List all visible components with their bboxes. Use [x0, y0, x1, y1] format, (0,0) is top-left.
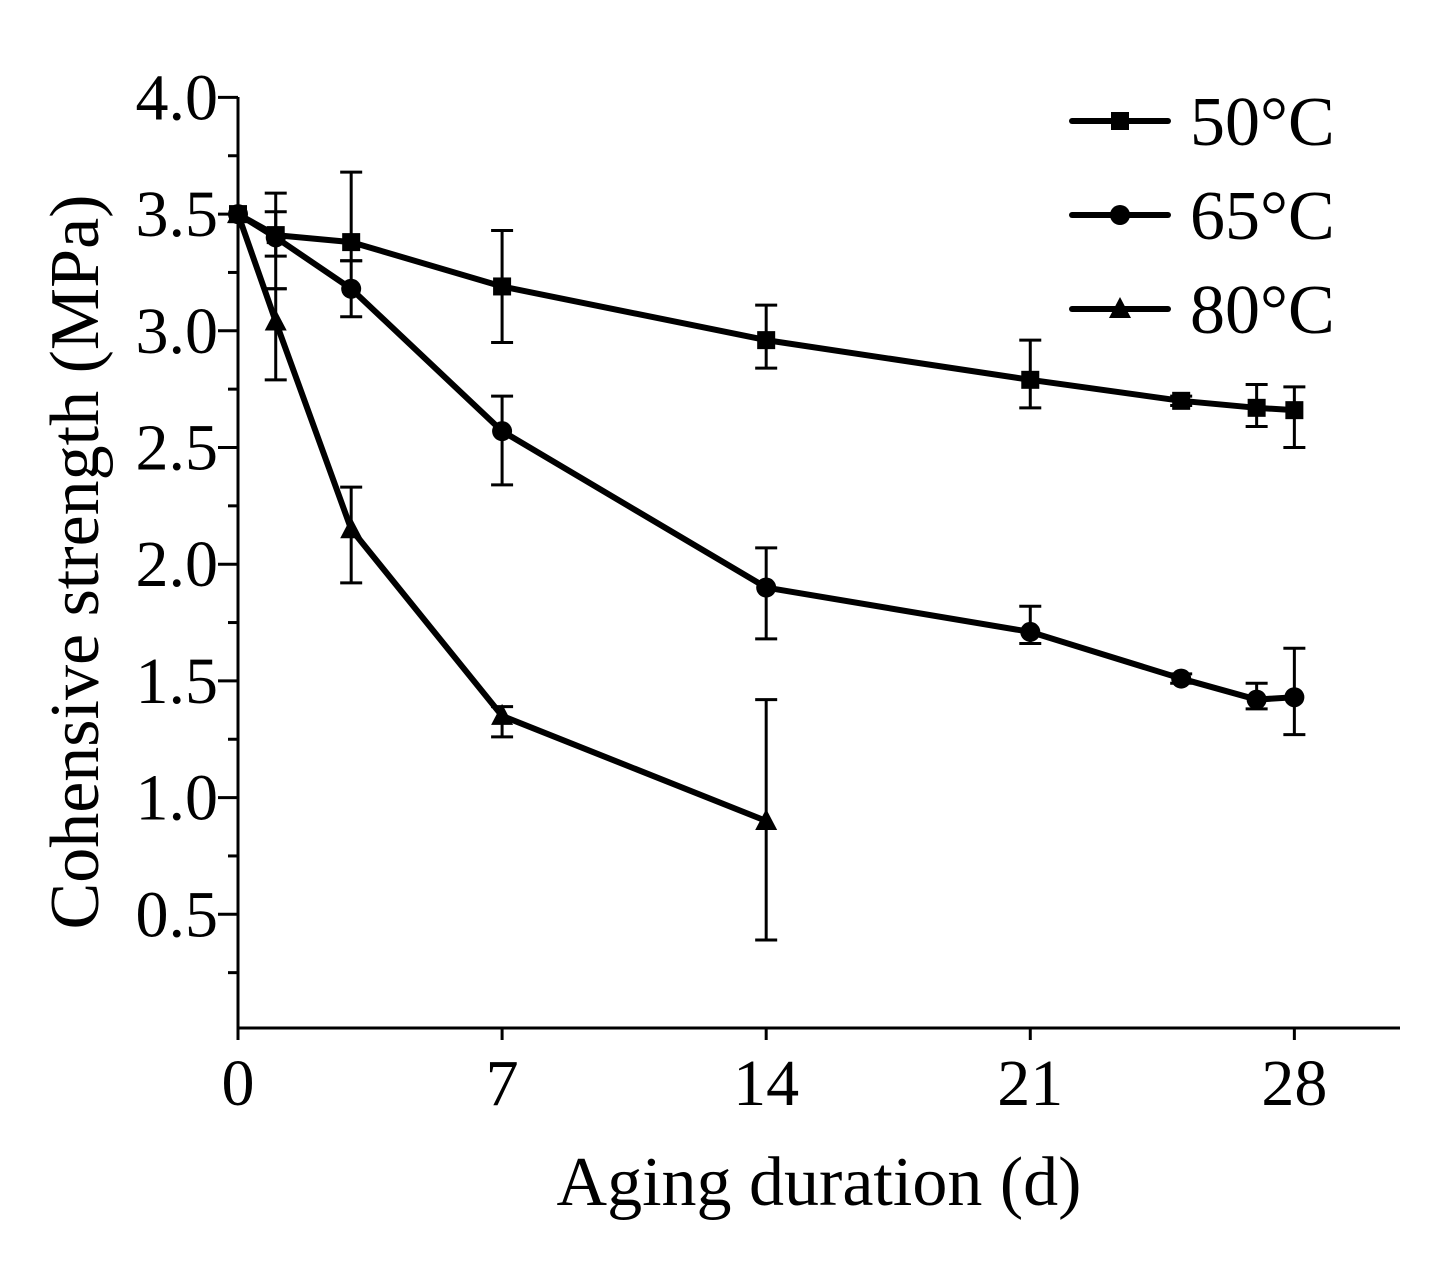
series-50c — [229, 170, 1306, 449]
x-tick-label: 28 — [1261, 1047, 1327, 1120]
marker-triangle — [264, 309, 287, 331]
y-tick-label: 4.0 — [136, 61, 219, 134]
marker-circle — [1246, 689, 1267, 710]
series-80c — [227, 202, 778, 942]
y-tick-label: 3.0 — [136, 295, 219, 368]
marker-triangle — [1109, 297, 1131, 318]
legend: 50°C 65°C 80°C — [1069, 84, 1335, 349]
legend-item: 80°C — [1069, 272, 1335, 349]
legend-item: 50°C — [1069, 84, 1335, 161]
axes: 0 7 14 21 28 0.5 1.0 1.5 2.0 2.5 3.0 3.5 4.0 — [136, 61, 1400, 1120]
marker-triangle — [340, 517, 363, 539]
series-65c — [228, 204, 1306, 737]
y-axis-label: Cohensive strength (MPa) — [37, 195, 114, 930]
x-axis-label: Aging duration (d) — [557, 1144, 1082, 1221]
y-tick-label: 2.0 — [136, 528, 219, 601]
marker-square — [493, 277, 512, 296]
legend-label: 80°C — [1190, 272, 1335, 349]
y-tick-label: 0.5 — [136, 878, 219, 951]
marker-triangle — [755, 808, 778, 830]
y-tick-label: 3.5 — [136, 178, 219, 251]
marker-circle — [492, 421, 513, 442]
x-tick-label: 14 — [733, 1047, 799, 1120]
marker-square — [1247, 398, 1266, 417]
marker-circle — [341, 278, 362, 299]
legend-label: 65°C — [1190, 178, 1335, 255]
marker-circle — [1020, 621, 1041, 642]
marker-triangle — [227, 202, 249, 224]
y-tick-label: 1.5 — [136, 645, 219, 718]
y-tick-label: 2.5 — [136, 412, 219, 485]
marker-square — [1172, 391, 1191, 410]
marker-circle — [1171, 668, 1192, 689]
y-tick-label: 1.0 — [136, 762, 219, 835]
marker-square — [1285, 401, 1304, 420]
series-layer — [227, 170, 1306, 942]
marker-square — [342, 233, 361, 252]
marker-circle — [265, 227, 286, 248]
legend-item: 65°C — [1069, 178, 1335, 255]
marker-square — [1021, 370, 1040, 389]
legend-label: 50°C — [1190, 84, 1335, 161]
marker-square — [1111, 112, 1129, 130]
marker-circle — [1110, 205, 1130, 225]
x-tick-label: 0 — [222, 1047, 255, 1120]
x-tick-label: 21 — [997, 1047, 1063, 1120]
x-tick-label: 7 — [486, 1047, 519, 1120]
marker-triangle — [491, 703, 514, 725]
marker-square — [757, 331, 776, 350]
marker-circle — [1284, 687, 1305, 708]
marker-circle — [756, 577, 777, 598]
